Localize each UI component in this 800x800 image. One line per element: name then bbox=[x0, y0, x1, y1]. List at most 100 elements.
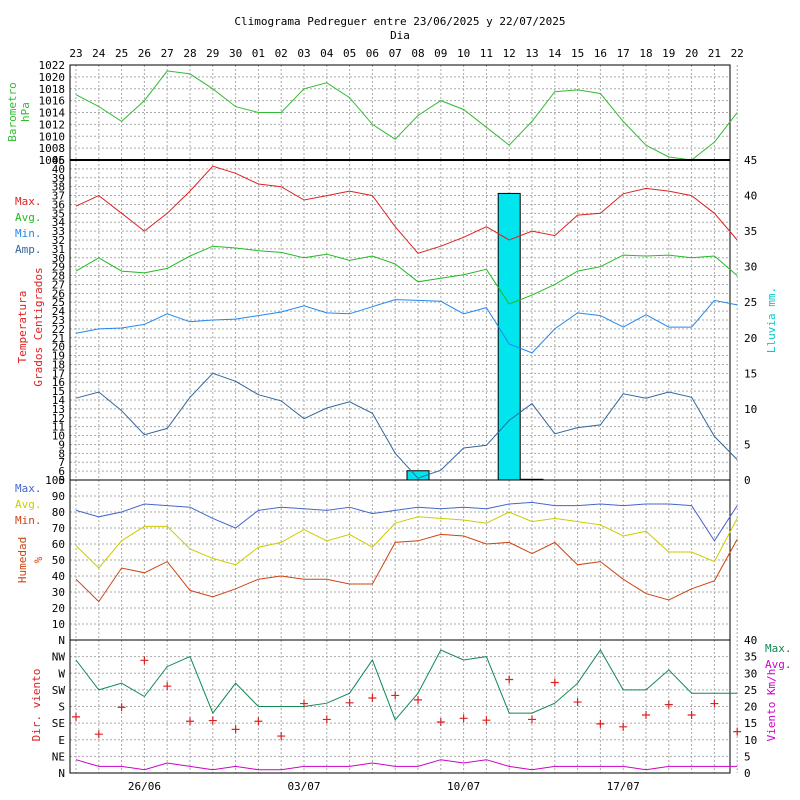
temp-tick-label: 5 bbox=[58, 474, 65, 487]
temp-tick-label: 27 bbox=[52, 278, 65, 291]
baro-axis-label-line: hPa bbox=[19, 102, 32, 122]
temp-tick-label: 20 bbox=[52, 341, 65, 354]
wind-dir-tick-label: SE bbox=[52, 717, 65, 730]
temp-legend-item: Max. bbox=[15, 195, 42, 208]
temp-tick-label: 21 bbox=[52, 332, 65, 345]
rain-axis-label-line: Lluvia mm. bbox=[765, 287, 778, 353]
temp-tick-label: 33 bbox=[52, 225, 65, 238]
wind-speed-tick-label: 15 bbox=[744, 717, 757, 730]
temp-axis-label-units: Grados Centigrados bbox=[32, 267, 45, 386]
wind-dir-tick-label: S bbox=[58, 701, 65, 714]
day-label: 13 bbox=[525, 47, 538, 60]
baro-tick-label: 1020 bbox=[39, 71, 66, 84]
wind-direction-marker bbox=[391, 691, 400, 700]
hum-series-min bbox=[75, 533, 738, 603]
temp-axis-label: Temperatura bbox=[16, 291, 29, 364]
temp-axis-label-units-line: Grados Centigrados bbox=[32, 267, 45, 386]
rain-tick-label: 35 bbox=[744, 225, 757, 238]
wind-speed-tick-label: 10 bbox=[744, 734, 757, 747]
temp-tick-label: 17 bbox=[52, 367, 65, 380]
day-label: 14 bbox=[548, 47, 562, 60]
hum-axis-label: Humedad bbox=[16, 537, 29, 583]
temp-tick-label: 38 bbox=[52, 181, 65, 194]
hum-tick-label: 40 bbox=[52, 570, 65, 583]
hum-tick-label: 100 bbox=[45, 474, 65, 487]
temp-tick-label: 30 bbox=[52, 252, 65, 265]
day-label: 08 bbox=[411, 47, 424, 60]
wind-direction-marker bbox=[140, 656, 149, 665]
x-axis-label: Dia bbox=[390, 29, 410, 42]
wind-speed-tick-label: 25 bbox=[744, 684, 757, 697]
wind-direction-marker bbox=[436, 718, 445, 727]
rain-tick-label: 25 bbox=[744, 296, 757, 309]
temp-tick-label: 6 bbox=[58, 465, 65, 478]
wind-direction-marker bbox=[482, 716, 491, 725]
rain-axis-label: Lluvia mm. bbox=[765, 287, 778, 353]
temp-tick-label: 24 bbox=[52, 305, 66, 318]
day-label: 02 bbox=[275, 47, 288, 60]
temp-tick-label: 14 bbox=[52, 394, 66, 407]
wind-direction-marker bbox=[687, 710, 696, 719]
temp-tick-label: 9 bbox=[58, 438, 65, 451]
day-label: 03 bbox=[297, 47, 310, 60]
day-label: 15 bbox=[571, 47, 584, 60]
day-label: 17 bbox=[617, 47, 630, 60]
temperature-panel: 5678910111213141516171819202122232425262… bbox=[15, 154, 778, 487]
temp-tick-label: 32 bbox=[52, 234, 65, 247]
wind-direction-marker bbox=[414, 695, 422, 704]
baro-tick-label: 1016 bbox=[39, 95, 66, 108]
wind-direction-marker bbox=[345, 698, 354, 707]
wind-direction-marker bbox=[322, 715, 331, 724]
hum-series-avg bbox=[75, 511, 738, 569]
baro-tick-label: 1012 bbox=[39, 118, 66, 131]
day-label: 26 bbox=[138, 47, 151, 60]
hum-axis-label-line: Humedad bbox=[16, 537, 29, 583]
temp-tick-label: 45 bbox=[52, 154, 65, 167]
wind-direction-marker bbox=[573, 698, 582, 707]
hum-axis-label-units: % bbox=[32, 556, 45, 563]
hum-legend-item: Max. bbox=[15, 482, 42, 495]
rain-tick-label: 10 bbox=[744, 403, 757, 416]
temp-series-min bbox=[75, 299, 738, 354]
temp-tick-label: 29 bbox=[52, 261, 65, 274]
wind-speed-axis-label: Viento Km/h bbox=[765, 669, 778, 742]
wind-panel: N NE E SE S SW W NW 0 5 10 15 20 25 30 35 40 Max. Avg. Dir.… bbox=[30, 634, 792, 780]
temp-legend-item: Min. bbox=[15, 227, 42, 240]
baro-axis-label: BarometrohPa bbox=[6, 82, 32, 142]
temp-series-max bbox=[75, 165, 738, 254]
day-label: 07 bbox=[389, 47, 402, 60]
day-label: 05 bbox=[343, 47, 356, 60]
hum-legend-item: Min. bbox=[15, 514, 42, 527]
hum-tick-label: 90 bbox=[52, 490, 65, 503]
wind-direction-marker bbox=[254, 717, 263, 726]
temp-tick-label: 40 bbox=[52, 163, 65, 176]
week-label: 03/07 bbox=[287, 780, 320, 793]
temp-tick-label: 15 bbox=[52, 385, 65, 398]
wind-direction-marker bbox=[459, 714, 468, 723]
wind-speed-tick-label: 5 bbox=[744, 750, 751, 763]
wind-direction-marker bbox=[117, 703, 126, 712]
wind-direction-marker bbox=[528, 715, 536, 724]
hum-tick-label: 80 bbox=[52, 506, 65, 519]
hum-tick-label: 50 bbox=[52, 554, 65, 567]
day-tick-labels: 23 24 25 26 27 28 29 30 01 02 03 04 05 06 07 08 09 10 11 12… bbox=[69, 47, 743, 60]
rain-tick-label: 0 bbox=[744, 474, 751, 487]
wind-speed-axis-label-line: Viento Km/h bbox=[765, 669, 778, 742]
day-label: 06 bbox=[366, 47, 379, 60]
wind-direction-marker bbox=[277, 732, 286, 741]
wind-direction-marker bbox=[733, 727, 742, 736]
panel-frame bbox=[69, 639, 731, 774]
baro-tick-label: 1014 bbox=[39, 107, 66, 120]
hum-tick-label: 20 bbox=[52, 602, 65, 615]
hum-tick-label: 70 bbox=[52, 522, 65, 535]
rain-bar bbox=[497, 192, 521, 481]
temp-tick-label: 22 bbox=[52, 323, 65, 336]
day-label: 30 bbox=[229, 47, 242, 60]
wind-series-avg bbox=[75, 759, 738, 771]
day-label: 21 bbox=[708, 47, 721, 60]
temp-series-avg bbox=[75, 245, 738, 305]
hum-tick-label: 60 bbox=[52, 538, 65, 551]
wind-series-max bbox=[75, 649, 738, 721]
day-label: 01 bbox=[252, 47, 265, 60]
